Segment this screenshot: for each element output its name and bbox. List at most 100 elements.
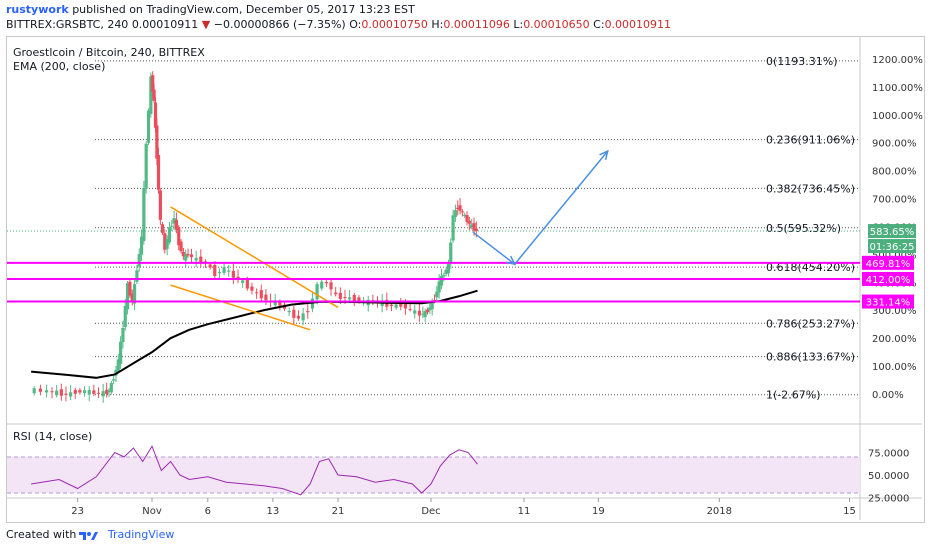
candle-body <box>329 282 333 290</box>
candle-body <box>399 302 403 307</box>
candle-body <box>348 297 352 300</box>
candle-body <box>55 390 59 396</box>
rsi-tick: 25.0000 <box>868 494 909 505</box>
arrow-head-down-icon <box>505 255 517 266</box>
candle-body <box>273 301 277 306</box>
candle-body <box>250 286 254 291</box>
last-value: 0.00010911 <box>131 18 199 31</box>
candle-body <box>292 309 296 318</box>
level-label-bg <box>862 294 914 309</box>
candle-body <box>151 75 155 92</box>
candle-body <box>158 190 162 220</box>
candle-body <box>463 214 467 216</box>
level-label: 331.14% <box>866 298 911 309</box>
countdown-bg <box>868 239 916 254</box>
price-tick: 300.00% <box>872 306 917 317</box>
candle-body <box>181 251 185 257</box>
candle-body <box>167 227 172 243</box>
candle-body <box>213 265 217 276</box>
candle-body <box>87 390 91 395</box>
candle-body <box>179 241 183 252</box>
candle-body <box>245 278 249 289</box>
time-tick: 15 <box>843 506 856 517</box>
rsi-tick: 50.0000 <box>868 471 909 482</box>
ema-legend: EMA (200, close) <box>13 60 105 73</box>
open-value: 0.00010750 <box>361 18 428 31</box>
candle-body <box>199 256 203 264</box>
fib-label: 0.618(454.20%) <box>766 261 855 274</box>
change-down-icon: ▼ <box>201 18 211 31</box>
close-value: 0.00010911 <box>604 18 672 31</box>
candle-body <box>155 125 159 159</box>
fib-label: 0.886(133.67%) <box>766 351 855 364</box>
candle-body <box>241 280 245 283</box>
publish-info: rustywork published on TradingView.com, … <box>6 3 415 16</box>
price-tick: 100.00% <box>872 362 917 373</box>
candle-body <box>389 304 394 307</box>
candle-body <box>125 283 130 310</box>
candle-body <box>423 311 427 318</box>
wedge-lower-line <box>170 284 311 331</box>
candle-body <box>105 389 109 394</box>
change-value: −0.00000866 (−7.35%) <box>213 18 346 31</box>
candle-body <box>287 311 291 313</box>
created-with-text: Created with <box>6 528 77 541</box>
candle-body <box>116 359 120 371</box>
candle-body <box>78 390 82 393</box>
candle-body <box>112 379 116 381</box>
candle-body <box>132 284 137 304</box>
fib-label: 0.5(595.32%) <box>766 222 841 235</box>
candle-body <box>310 298 315 309</box>
low-value: 0.00010650 <box>523 18 590 31</box>
candle-body <box>264 294 268 301</box>
time-tick: 21 <box>332 506 345 517</box>
candle-body <box>82 390 87 394</box>
price-tick: 900.00% <box>872 139 917 150</box>
candle-body <box>403 302 408 309</box>
candle-body <box>139 236 144 255</box>
rsi-tick: 75.0000 <box>868 449 909 460</box>
time-tick: Nov <box>142 506 162 517</box>
candle-body <box>449 242 453 263</box>
candle-body <box>152 89 156 101</box>
candle-body <box>472 223 476 231</box>
candle-body <box>69 392 73 397</box>
candle-body <box>460 211 464 213</box>
tradingview-brand[interactable]: TradingView <box>107 528 175 541</box>
high-value: 0.00011096 <box>443 18 510 31</box>
author-link[interactable]: rustywork <box>6 3 69 16</box>
candle-body <box>315 284 319 300</box>
fib-label: 1(-2.67%) <box>766 389 821 402</box>
candle-body <box>458 205 462 211</box>
candle-body <box>144 143 148 189</box>
candle-body <box>92 390 96 394</box>
candle-body <box>453 210 458 217</box>
candle-body <box>32 388 36 394</box>
time-tick: 11 <box>518 506 531 517</box>
chart-title: Groestlcoin / Bitcoin, 240, BITTREX <box>13 46 205 59</box>
candle-body <box>413 310 417 314</box>
candle-body <box>306 311 310 313</box>
candle-body <box>255 292 259 294</box>
candle-body <box>357 297 361 302</box>
candle-body <box>149 76 153 114</box>
candle-body <box>301 313 305 321</box>
rsi-legend: RSI (14, close) <box>13 430 92 443</box>
candle-body <box>38 388 42 392</box>
candle-body <box>435 291 439 298</box>
candle-body <box>107 390 111 392</box>
price-tick: 0.00% <box>872 390 904 401</box>
level-label-bg <box>862 255 914 270</box>
candle-body <box>50 391 54 393</box>
candle-body <box>45 390 49 393</box>
candle-body <box>153 102 158 128</box>
projection-arrow <box>472 150 609 266</box>
price-tick: 200.00% <box>872 334 917 345</box>
candle-body <box>109 382 113 393</box>
candle-body <box>222 267 226 273</box>
candle-body <box>425 309 430 313</box>
candle-body <box>296 315 301 319</box>
countdown-label: 01:36:25 <box>870 242 915 253</box>
candle-body <box>421 313 425 315</box>
